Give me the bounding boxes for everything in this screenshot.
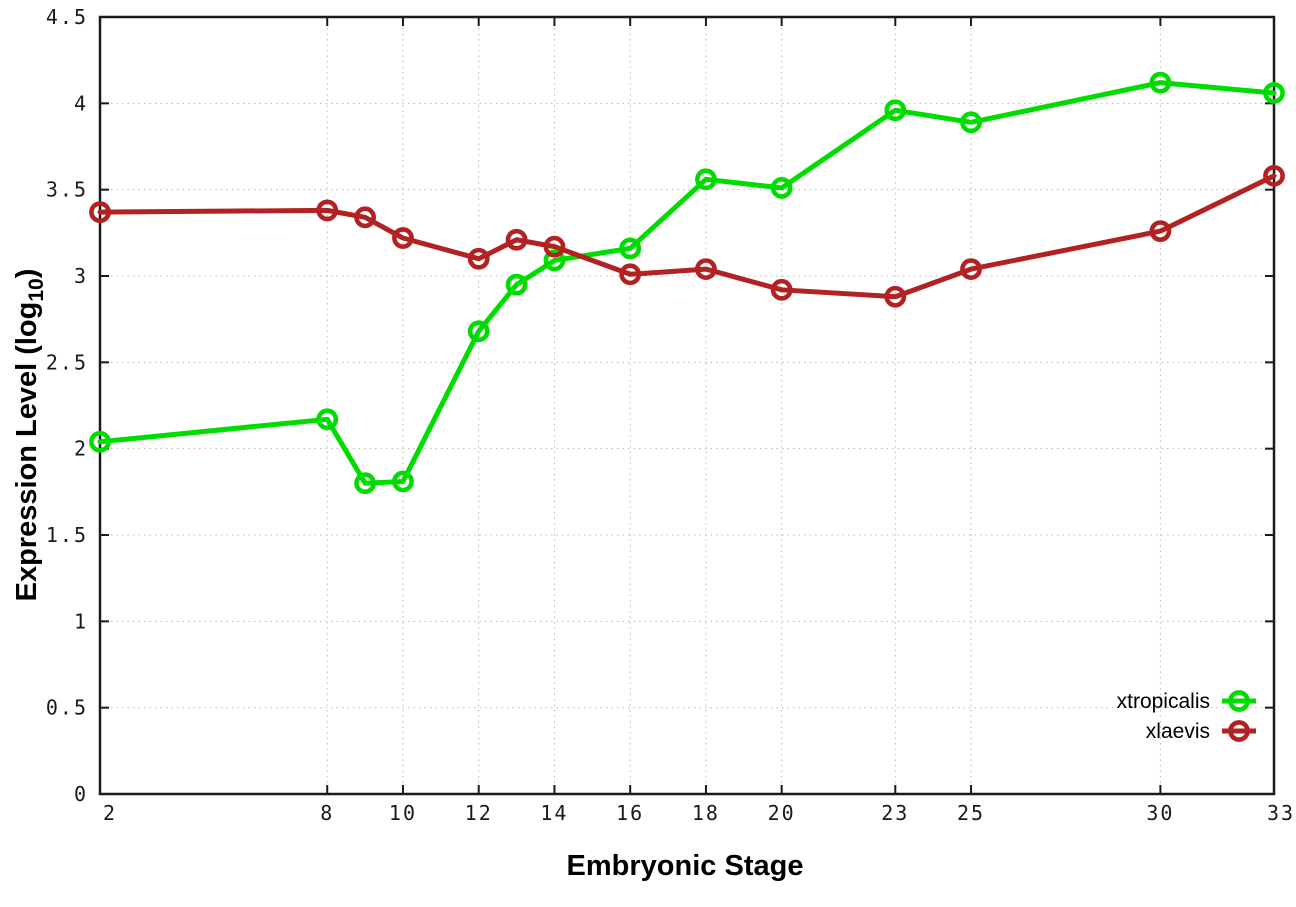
x-tick-label: 8 bbox=[320, 801, 334, 825]
x-tick-label: 33 bbox=[1267, 801, 1295, 825]
data-point-xlaevis bbox=[467, 247, 490, 270]
data-point-xlaevis bbox=[543, 235, 566, 258]
data-point-xlaevis bbox=[505, 228, 528, 251]
x-tick-label: 10 bbox=[389, 801, 417, 825]
y-tick-label: 0 bbox=[74, 782, 88, 806]
data-point-xtropicalis bbox=[89, 430, 111, 453]
legend-marker-xtropicalis bbox=[1228, 690, 1250, 712]
x-tick-label: 25 bbox=[957, 801, 985, 825]
data-point-xtropicalis bbox=[505, 273, 528, 296]
data-point-xtropicalis bbox=[884, 99, 907, 122]
data-point-xlaevis bbox=[619, 263, 642, 286]
x-tick-label: 18 bbox=[692, 801, 720, 825]
data-point-xlaevis bbox=[1263, 164, 1285, 187]
data-point-xtropicalis bbox=[543, 249, 566, 272]
y-tick-label: 1.5 bbox=[46, 523, 88, 547]
tick-marks bbox=[99, 16, 1275, 795]
plot-border bbox=[98, 15, 1276, 796]
legend-label-xlaevis: xlaevis bbox=[1146, 720, 1210, 743]
y-tick-label: 1 bbox=[74, 609, 88, 633]
x-tick-label: 12 bbox=[465, 801, 493, 825]
data-point-xlaevis bbox=[960, 258, 982, 280]
x-tick-label: 14 bbox=[540, 801, 568, 825]
x-axis-label: Embryonic Stage bbox=[567, 850, 804, 882]
y-tick-label: 3.5 bbox=[46, 178, 88, 202]
data-point-xtropicalis bbox=[1149, 71, 1172, 94]
y-tick-label: 0.5 bbox=[46, 696, 88, 720]
data-point-xlaevis bbox=[354, 206, 376, 229]
data-point-xtropicalis bbox=[467, 320, 490, 343]
data-point-xtropicalis bbox=[960, 111, 982, 134]
data-point-xlaevis bbox=[770, 278, 793, 301]
x-tick-label: 16 bbox=[616, 801, 644, 825]
data-point-xtropicalis bbox=[695, 168, 717, 191]
data-point-xtropicalis bbox=[392, 470, 414, 493]
data-point-xlaevis bbox=[392, 227, 414, 249]
legend: xtropicalis xlaevis bbox=[1117, 690, 1256, 743]
legend-marker-xlaevis bbox=[1228, 720, 1250, 742]
data-point-xtropicalis bbox=[770, 177, 793, 199]
y-tick-label: 2 bbox=[74, 437, 88, 461]
x-tick-label: 20 bbox=[768, 801, 796, 825]
data-point-xlaevis bbox=[884, 285, 907, 308]
data-point-xlaevis bbox=[316, 199, 339, 222]
y-axis-label: Expression Level (log10) bbox=[11, 269, 48, 602]
data-point-xtropicalis bbox=[354, 472, 376, 495]
data-point-xtropicalis bbox=[619, 237, 642, 260]
x-tick-label: 23 bbox=[881, 801, 909, 825]
x-tick-label: 30 bbox=[1146, 801, 1174, 825]
legend-label-xtropicalis: xtropicalis bbox=[1117, 690, 1210, 713]
data-point-xtropicalis bbox=[316, 408, 339, 431]
y-tick-label: 2.5 bbox=[46, 350, 88, 374]
y-tick-label: 4 bbox=[74, 91, 88, 115]
gridlines bbox=[99, 16, 1275, 795]
x-tick-label: 2 bbox=[103, 801, 117, 825]
data-point-xlaevis bbox=[89, 201, 111, 224]
data-point-xlaevis bbox=[1149, 220, 1172, 243]
series-line-xtropicalis bbox=[97, 80, 1277, 486]
data-point-xlaevis bbox=[695, 258, 717, 280]
data-point-xtropicalis bbox=[1263, 82, 1285, 104]
y-tick-label: 4.5 bbox=[46, 5, 88, 29]
y-tick-label: 3 bbox=[74, 264, 88, 288]
